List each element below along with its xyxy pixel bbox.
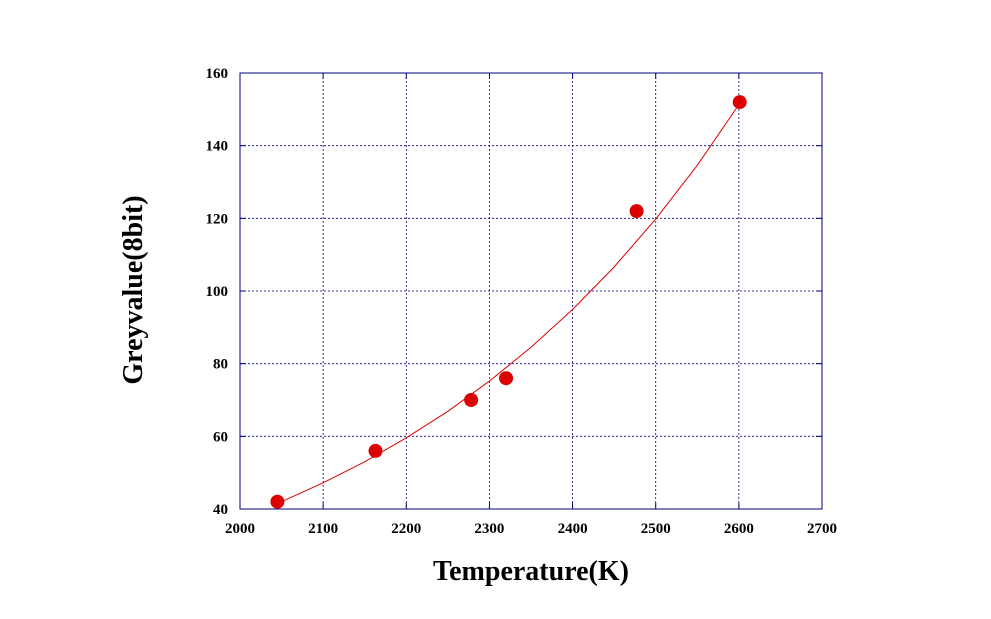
points-layer: [270, 95, 747, 509]
data-point: [732, 95, 747, 110]
y-tick-label: 120: [206, 211, 229, 227]
y-axis-title: Greyvalue(8bit): [118, 195, 149, 384]
y-axis: 40 60 80 100 120 140 160: [206, 66, 822, 518]
x-tick-label: 2700: [807, 521, 837, 537]
x-tick-label: 2100: [308, 521, 338, 537]
y-tick-label: 80: [213, 357, 228, 373]
y-tick-label: 160: [206, 66, 229, 82]
x-tick-label: 2200: [391, 521, 421, 537]
fit-curve: [277, 104, 740, 505]
data-point: [270, 494, 285, 509]
x-tick-label: 2000: [225, 521, 255, 537]
data-point: [499, 371, 514, 386]
x-axis-title: Temperature(K): [433, 556, 629, 587]
data-point: [629, 204, 644, 219]
x-tick-label: 2500: [641, 521, 671, 537]
y-tick-label: 60: [213, 429, 228, 445]
fit-layer: [277, 104, 740, 505]
x-tick-label: 2400: [558, 521, 588, 537]
data-point: [464, 393, 479, 407]
x-tick-label: 2300: [474, 521, 504, 537]
x-axis: 2000 2100 2200 2300 2400 2500 2600 2700: [225, 73, 837, 537]
data-point: [368, 443, 383, 458]
y-tick-label: 40: [213, 502, 228, 518]
grid: [240, 73, 822, 509]
y-tick-label: 100: [206, 284, 229, 300]
y-tick-label: 140: [206, 139, 229, 155]
x-tick-label: 2600: [724, 521, 754, 537]
plot-frame: [239, 72, 823, 510]
